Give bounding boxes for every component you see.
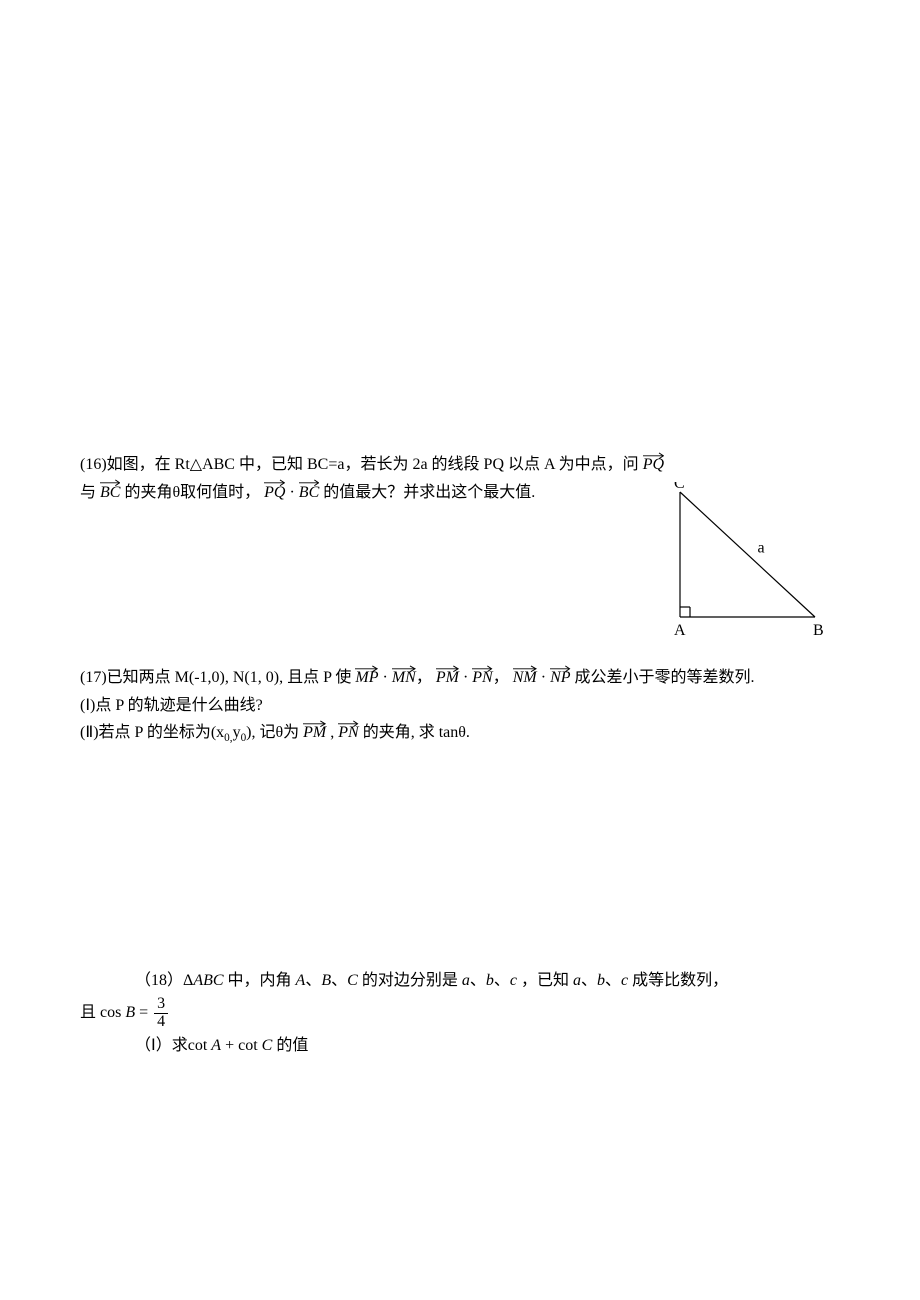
p17-t1: 已知两点 M(-1,0), N(1, 0), 且点 P 使 bbox=[107, 669, 352, 686]
p18-part1: （Ⅰ）求cot A + cot C 的值 bbox=[80, 1033, 840, 1059]
triangle-svg: A B Ca bbox=[660, 482, 830, 652]
svg-text:a: a bbox=[758, 540, 765, 557]
p16-t3: 的夹角θ取何值时， bbox=[124, 484, 260, 501]
vector-MP: MP bbox=[355, 665, 378, 691]
p17-part2: (Ⅱ)若点 P 的坐标为(x0,y0), 记θ为 PM , PN 的夹角, 求 … bbox=[80, 720, 840, 748]
p16-t2: 与 bbox=[80, 484, 96, 501]
p18-line1: （18）ΔABC 中，内角 A、B、C 的对边分别是 a、b、c ，已知 a、b… bbox=[80, 968, 840, 994]
svg-text:B: B bbox=[813, 622, 824, 639]
vector-BC-2: BC bbox=[299, 480, 319, 506]
vector-NP: NP bbox=[550, 665, 570, 691]
vector-NM: NM bbox=[513, 665, 537, 691]
svg-text:A: A bbox=[674, 622, 686, 639]
vector-PQ-2: PQ bbox=[264, 480, 285, 506]
vector-BC-1: BC bbox=[100, 480, 120, 506]
p17-t2: 成公差小于零的等差数列. bbox=[575, 669, 755, 686]
p17-line1: (17)已知两点 M(-1,0), N(1, 0), 且点 P 使 MP · M… bbox=[80, 665, 840, 691]
p16-t1: 如图，在 Rt△ABC 中，已知 BC=a，若长为 2a 的线段 PQ 以点 A… bbox=[107, 456, 639, 473]
p18-number: （18） bbox=[135, 972, 183, 989]
vector-PN: PN bbox=[472, 665, 492, 691]
p16-line1: (16)如图，在 Rt△ABC 中，已知 BC=a，若长为 2a 的线段 PQ … bbox=[80, 452, 840, 478]
vector-PM: PM bbox=[436, 665, 459, 691]
p17-part1: (Ⅰ)点 P 的轨迹是什么曲线? bbox=[80, 693, 840, 719]
p18-line2: 且 cos B = 34 bbox=[80, 996, 840, 1031]
p17-number: (17) bbox=[80, 669, 107, 686]
vector-MN: MN bbox=[392, 665, 416, 691]
problem-16: (16)如图，在 Rt△ABC 中，已知 BC=a，若长为 2a 的线段 PQ … bbox=[80, 452, 840, 505]
p16-t4: 的值最大？并求出这个最大值. bbox=[323, 484, 535, 501]
vector-PN-2: PN bbox=[338, 720, 358, 746]
p16-dot1: · bbox=[289, 484, 294, 501]
svg-text:C: C bbox=[674, 482, 685, 492]
triangle-figure: A B Ca bbox=[660, 482, 830, 661]
vector-PQ-1: PQ bbox=[643, 452, 664, 478]
fraction-3-4: 34 bbox=[154, 996, 168, 1031]
problem-17: (17)已知两点 M(-1,0), N(1, 0), 且点 P 使 MP · M… bbox=[80, 665, 840, 748]
problem-18: （18）ΔABC 中，内角 A、B、C 的对边分别是 a、b、c ，已知 a、b… bbox=[80, 968, 840, 1058]
vector-PM-2: PM bbox=[303, 720, 326, 746]
